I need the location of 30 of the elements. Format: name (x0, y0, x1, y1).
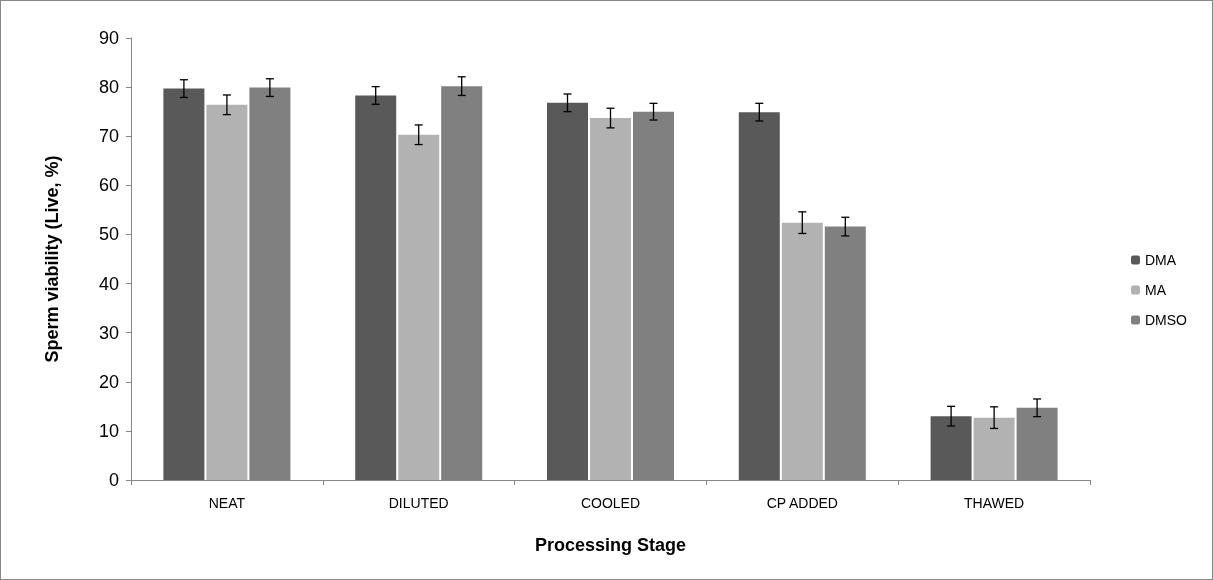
bar (973, 417, 1015, 480)
x-tick-label: DILUTED (388, 495, 449, 511)
y-tick-label: 30 (98, 322, 119, 343)
y-tick-label: 90 (98, 28, 119, 48)
y-tick-label: 0 (108, 470, 119, 490)
bar (590, 118, 631, 480)
y-tick-label: 20 (98, 371, 119, 392)
legend-label: MA (1145, 282, 1167, 298)
y-axis-title: Sperm viability (Live, %) (42, 155, 62, 363)
bar (163, 88, 205, 480)
bar (355, 95, 397, 480)
bar (930, 416, 972, 480)
y-tick-label: 70 (98, 126, 119, 147)
x-tick-label: COOLED (580, 495, 641, 511)
bar (206, 104, 248, 480)
y-tick-label: 60 (98, 175, 119, 196)
y-tick-label: 40 (98, 273, 119, 294)
x-axis-title: Processing Stage (534, 535, 687, 555)
x-tick-label: THAWED (964, 495, 1025, 511)
y-tick-label: 10 (98, 420, 119, 441)
x-tick-label: CP ADDED (766, 495, 838, 511)
y-tick-label: 80 (98, 77, 119, 98)
bar (547, 102, 588, 480)
legend-label: DMA (1145, 252, 1177, 268)
x-tick-label: NEAT (208, 495, 246, 511)
y-tick-label: 50 (98, 224, 119, 245)
bar (398, 134, 440, 480)
bar (781, 222, 823, 480)
bar (738, 112, 780, 480)
legend-label: DMSO (1145, 312, 1188, 328)
